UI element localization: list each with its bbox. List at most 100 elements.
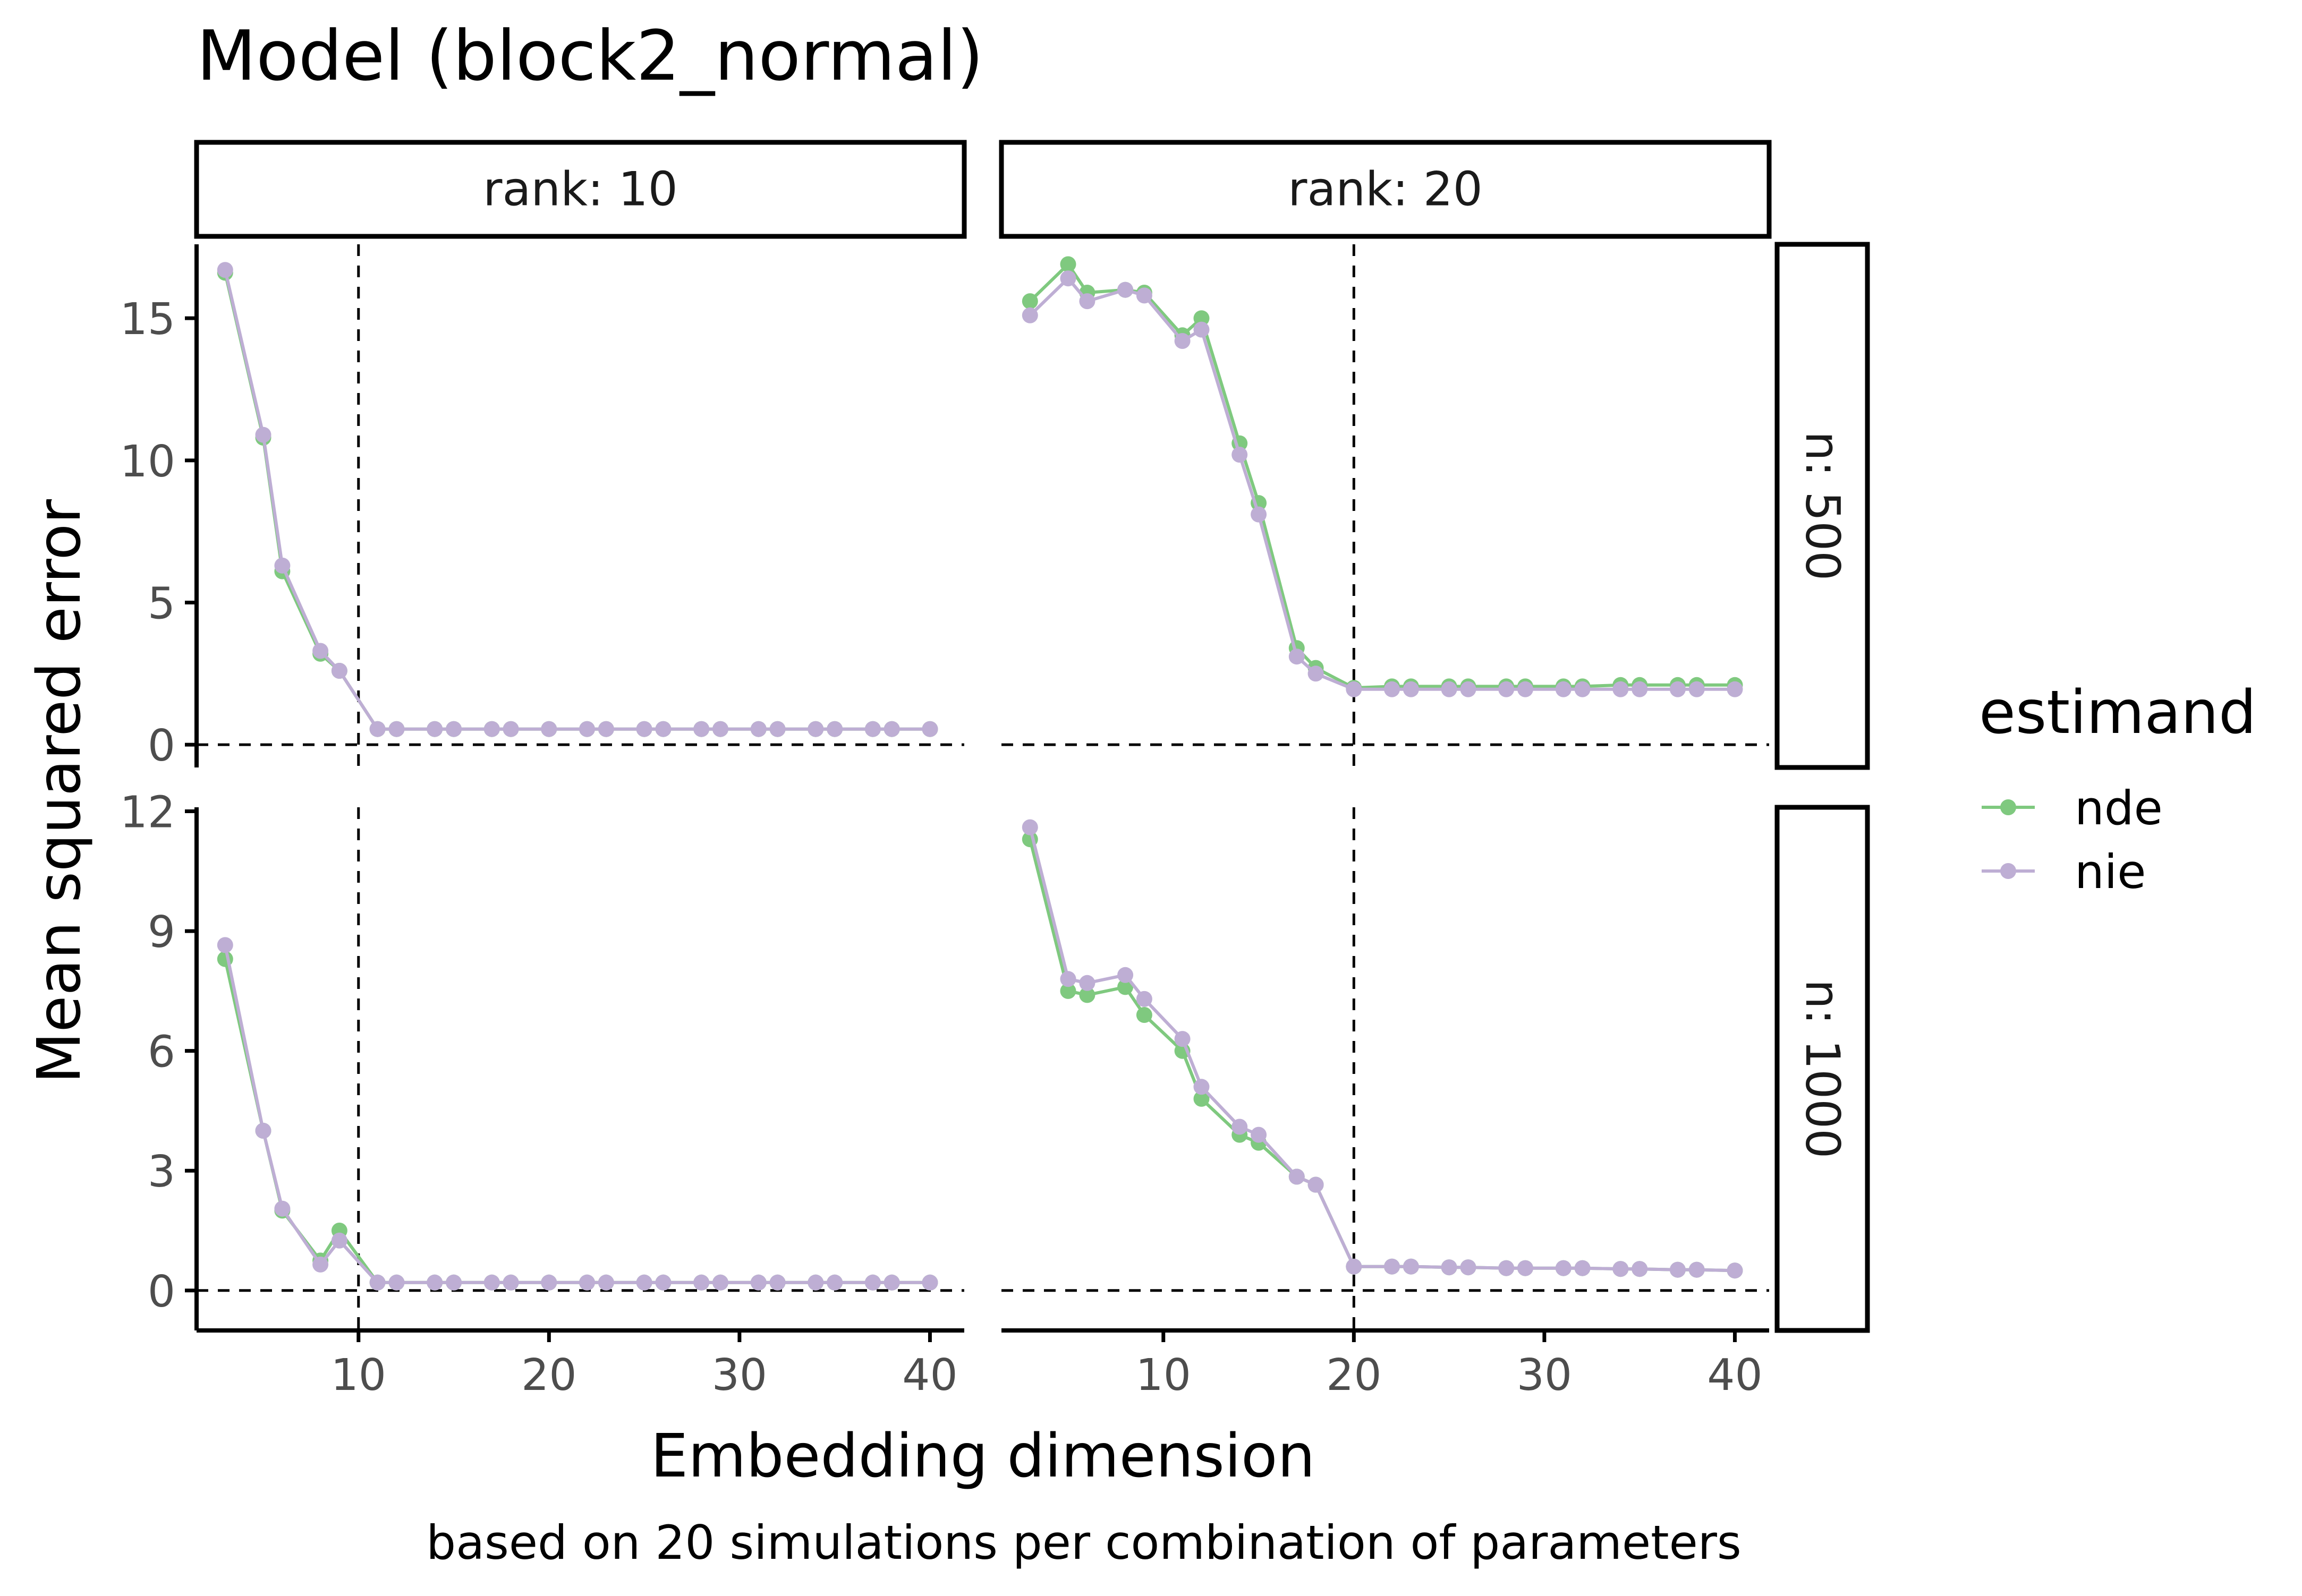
data-point-nie (217, 937, 233, 953)
data-point-nie (1441, 681, 1457, 697)
data-point-nde (1079, 987, 1095, 1003)
data-point-nde (1193, 1090, 1210, 1107)
data-point-nde (1117, 979, 1134, 995)
x-axis-label: Embedding dimension (650, 1422, 1315, 1491)
facet-panel (1001, 244, 1769, 767)
data-point-nie (1688, 1261, 1705, 1278)
data-point-nie (655, 1274, 672, 1291)
data-point-nie (1079, 975, 1095, 991)
data-point-nie (1346, 1258, 1362, 1275)
data-point-nde (1136, 1007, 1152, 1023)
y-tick-label: 10 (120, 437, 175, 487)
y-tick-label: 15 (120, 294, 175, 345)
data-point-nie (808, 1274, 824, 1291)
data-point-nie (1384, 1258, 1400, 1275)
data-point-nie (1612, 681, 1629, 697)
data-point-nie (1307, 1176, 1324, 1193)
legend-label: nde (2075, 781, 2163, 835)
data-point-nie (1288, 1168, 1305, 1185)
data-point-nie (388, 1274, 405, 1291)
data-point-nie (369, 1274, 386, 1291)
facet-panel: 0 3 6 9 12 10 20 30 40 (120, 788, 964, 1401)
data-point-nie (274, 557, 291, 574)
data-point-nie (1231, 1119, 1248, 1135)
x-tick-label: 20 (521, 1350, 576, 1401)
data-point-nie (1117, 967, 1134, 983)
row-strip-label: n: 1000 (1795, 979, 1850, 1158)
data-point-nie (483, 1274, 500, 1291)
data-point-nie (503, 1274, 519, 1291)
data-point-nie (1251, 1126, 1267, 1143)
data-point-nie (1727, 681, 1743, 697)
series-line-nie (223, 269, 930, 731)
data-point-nie (636, 721, 652, 737)
data-point-nie (922, 721, 938, 737)
data-point-nie (598, 1274, 614, 1291)
y-tick-label: 6 (148, 1027, 175, 1078)
data-point-nie (312, 1256, 329, 1273)
y-axis-label: Mean squared error (25, 499, 94, 1083)
data-point-nie (1231, 447, 1248, 463)
data-point-nie (1022, 307, 1038, 323)
column-strip-label: rank: 20 (1288, 162, 1482, 217)
data-point-nie (1669, 1261, 1686, 1278)
data-point-nie (217, 262, 233, 278)
data-point-nie (331, 1232, 347, 1249)
data-point-nie (1117, 281, 1134, 298)
data-point-nde (1060, 256, 1076, 272)
data-point-nie (255, 426, 271, 443)
x-tick-label: 10 (1136, 1350, 1191, 1401)
chart-caption: based on 20 simulations per combination … (426, 1515, 1742, 1570)
data-point-nie (1307, 665, 1324, 682)
facet-panels: rank: 10 rank: 20 n: 500 n: 1000 0 5 10 15 0 3 6 9 1… (120, 140, 1870, 1401)
data-point-nie (483, 721, 500, 737)
x-tick-label: 40 (1707, 1350, 1762, 1401)
data-point-nde (1193, 310, 1210, 327)
data-point-nie (693, 1274, 710, 1291)
series-line-nde (223, 959, 930, 1284)
data-point-nie (750, 721, 767, 737)
data-point-nie (541, 721, 557, 737)
data-point-nie (446, 721, 462, 737)
x-tick-label: 30 (1517, 1350, 1572, 1401)
data-point-nie (1403, 681, 1419, 697)
y-tick-label: 9 (148, 907, 175, 958)
data-point-nie (503, 721, 519, 737)
data-point-nie (1632, 1261, 1648, 1277)
data-point-nie (1574, 681, 1591, 697)
data-point-nie (1498, 681, 1515, 697)
data-point-nie (1174, 1031, 1191, 1047)
facet-panel: 0 5 10 15 (120, 244, 964, 771)
row-strip-label: n: 500 (1795, 431, 1850, 581)
y-tick-label: 0 (148, 721, 175, 771)
data-point-nie (1193, 1079, 1210, 1095)
data-point-nie (1384, 681, 1400, 697)
data-point-nie (1251, 506, 1267, 523)
data-point-nie (712, 721, 728, 737)
data-point-nie (636, 1274, 652, 1291)
data-point-nie (1136, 287, 1152, 304)
data-point-nie (1403, 1258, 1419, 1275)
data-point-nie (655, 721, 672, 737)
data-point-nie (884, 721, 900, 737)
x-tick-label: 40 (902, 1350, 957, 1401)
data-point-nie (579, 1274, 595, 1291)
x-tick-label: 10 (331, 1350, 386, 1401)
column-strip-box (999, 140, 1772, 239)
data-point-nie (1632, 681, 1648, 697)
column-strip-box (194, 140, 967, 239)
data-point-nde (1060, 983, 1076, 999)
data-point-nie (1022, 819, 1038, 835)
legend-key-point (2000, 863, 2016, 879)
data-point-nie (274, 1200, 291, 1217)
data-point-nie (1060, 971, 1076, 987)
row-strip-box (1774, 805, 1870, 1333)
legend-label: nie (2075, 844, 2146, 899)
data-point-nie (827, 1274, 843, 1291)
y-tick-label: 5 (148, 579, 175, 629)
data-point-nie (808, 721, 824, 737)
data-point-nie (1727, 1262, 1743, 1279)
legend-title: estimand (1979, 678, 2256, 747)
x-tick-label: 30 (712, 1350, 767, 1401)
